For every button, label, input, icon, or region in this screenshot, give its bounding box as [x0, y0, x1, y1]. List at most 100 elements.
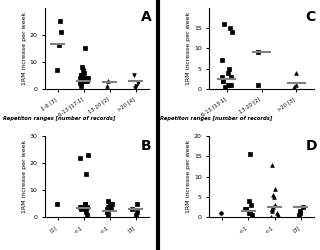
Point [85, 153, 90, 157]
Text: D: D [305, 138, 317, 152]
Point [79, 73, 84, 77]
Point [130, 207, 135, 211]
Point [249, 203, 254, 207]
Point [83, 202, 88, 206]
Point [268, 216, 273, 220]
Point [79, 82, 84, 86]
Point [85, 76, 90, 80]
Point [276, 214, 281, 218]
Point [57, 19, 62, 23]
Point [227, 83, 232, 87]
Point [225, 70, 230, 74]
Point [106, 205, 111, 209]
Point [229, 83, 234, 87]
Point [219, 212, 224, 216]
Point [294, 83, 299, 87]
Point [80, 73, 85, 77]
Point [219, 58, 224, 62]
Point [105, 199, 110, 203]
Point [271, 195, 276, 199]
Point [77, 76, 83, 80]
Point [221, 22, 226, 26]
Point [105, 210, 110, 214]
Point [134, 202, 140, 206]
Point [106, 207, 111, 211]
Text: Repetiton ranges [number of records]: Repetiton ranges [number of records] [3, 116, 116, 121]
Point [83, 210, 88, 214]
Y-axis label: 1RM increase per week: 1RM increase per week [186, 12, 191, 85]
Point [229, 30, 234, 34]
Point [275, 212, 280, 216]
Point [220, 79, 226, 83]
Point [136, 82, 141, 86]
Point [108, 207, 113, 211]
Point [108, 207, 113, 211]
Text: B: B [141, 138, 151, 152]
Point [248, 152, 253, 156]
Point [293, 70, 298, 74]
Point [78, 82, 83, 86]
Point [105, 84, 110, 88]
Point [297, 212, 302, 216]
Point [109, 202, 115, 206]
Point [269, 162, 274, 166]
Point [82, 70, 87, 74]
Point [220, 79, 226, 83]
Point [220, 75, 225, 79]
Point [79, 207, 84, 211]
Point [270, 205, 276, 209]
Point [273, 187, 278, 191]
Point [134, 210, 139, 214]
Point [228, 75, 233, 79]
Point [250, 214, 255, 218]
Point [84, 79, 89, 83]
Point [79, 76, 84, 80]
Text: C: C [305, 10, 316, 24]
Point [225, 83, 230, 87]
Point [296, 214, 301, 218]
Point [248, 212, 253, 216]
Point [79, 205, 84, 209]
Point [228, 26, 233, 30]
Point [133, 84, 138, 88]
Point [106, 205, 111, 209]
Point [83, 79, 88, 83]
Point [59, 30, 64, 34]
Text: A: A [141, 10, 151, 24]
Point [105, 210, 110, 214]
Point [81, 68, 86, 72]
Point [243, 207, 248, 211]
Point [85, 213, 90, 217]
Point [82, 79, 87, 83]
Point [82, 202, 87, 206]
Point [131, 73, 136, 77]
Point [132, 86, 138, 89]
Point [300, 205, 305, 209]
Point [80, 65, 85, 69]
Point [247, 212, 252, 216]
Point [256, 83, 261, 87]
Point [84, 76, 89, 80]
Point [247, 199, 252, 203]
Point [84, 205, 89, 209]
Text: Repetiton ranges [number of records]: Repetiton ranges [number of records] [160, 116, 272, 121]
Point [107, 207, 112, 211]
Point [243, 207, 248, 211]
Point [105, 213, 110, 217]
Point [84, 172, 89, 176]
Y-axis label: 1RM increase per week: 1RM increase per week [21, 12, 27, 85]
Point [105, 207, 110, 211]
Point [56, 44, 61, 48]
Point [133, 213, 139, 217]
Point [54, 68, 60, 72]
Point [298, 210, 303, 214]
Point [78, 205, 83, 209]
Point [269, 207, 275, 211]
Point [226, 66, 231, 70]
Point [243, 207, 248, 211]
Point [292, 85, 297, 89]
Y-axis label: 1RM increase per week: 1RM increase per week [21, 140, 27, 214]
Point [223, 85, 228, 89]
Point [272, 203, 277, 207]
Point [106, 79, 111, 83]
